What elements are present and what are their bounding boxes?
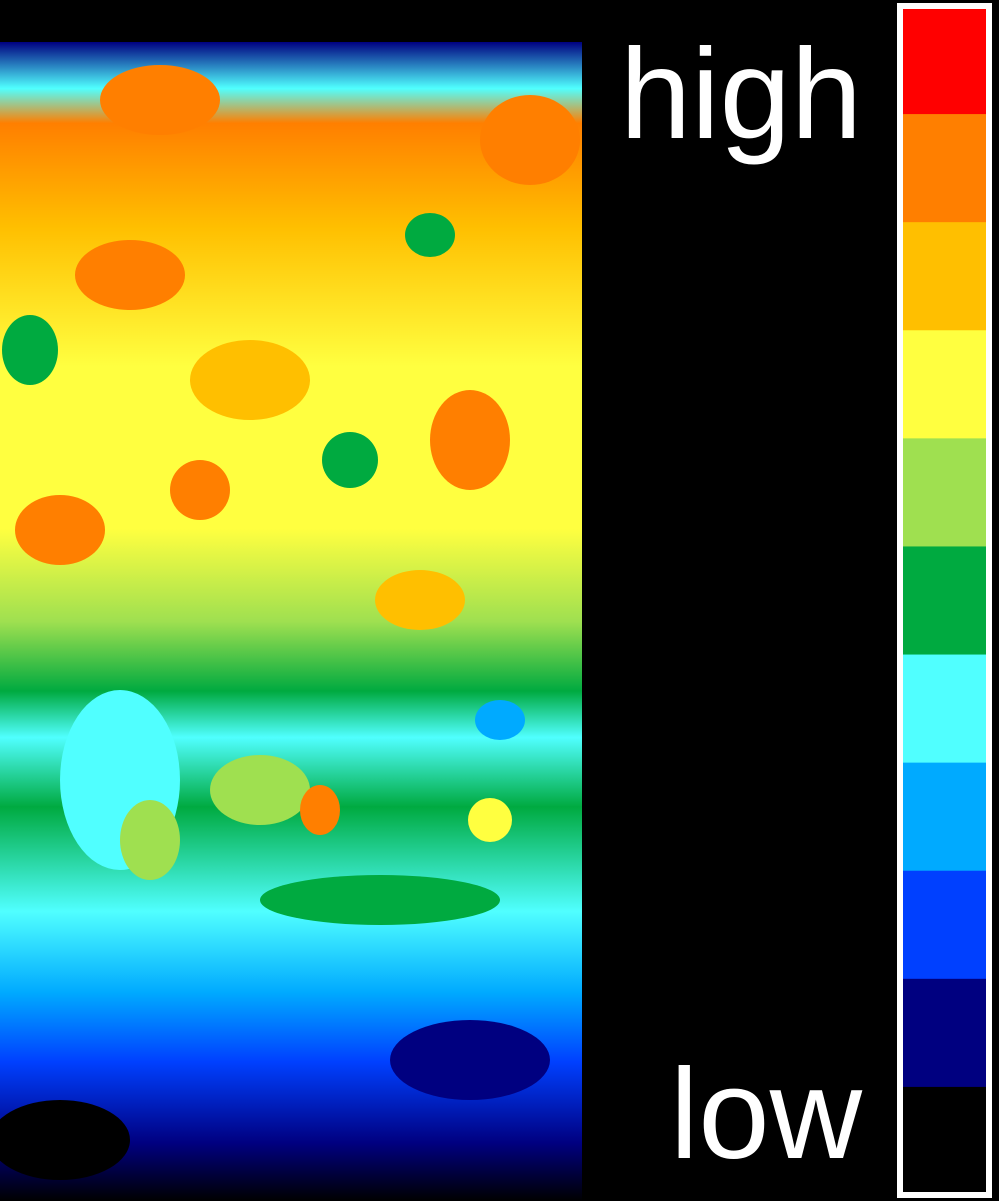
colorbar-frame (897, 3, 992, 1198)
low-label: low (670, 1043, 863, 1186)
heatmap-field (0, 42, 582, 1201)
colorbar-band (900, 222, 989, 331)
blob (405, 213, 455, 257)
blob (120, 800, 180, 880)
colorbar-band (900, 330, 989, 439)
blob (475, 700, 525, 740)
blob (390, 1020, 550, 1100)
blob (260, 875, 500, 925)
blob (430, 390, 510, 490)
blob (170, 460, 230, 520)
colorbar-band (900, 870, 989, 980)
colorbar-band (900, 762, 989, 872)
high-label: high (620, 23, 862, 166)
colorbar-band (900, 438, 989, 547)
blob (322, 432, 378, 488)
blob (375, 570, 465, 630)
blob (468, 798, 512, 842)
colorbar-band (900, 546, 989, 656)
blob (100, 65, 220, 135)
blob (480, 95, 580, 185)
blob (75, 240, 185, 310)
blob (0, 1100, 130, 1180)
blob (2, 315, 58, 385)
colorbar (900, 6, 989, 1196)
blob (210, 755, 310, 825)
blob (190, 340, 310, 420)
blob (15, 495, 105, 565)
colorbar-band (900, 654, 989, 764)
blob (300, 785, 340, 835)
colorbar-band (900, 1086, 989, 1196)
heatmap (0, 42, 582, 1201)
colorbar-band (900, 114, 989, 223)
colorbar-band (900, 6, 989, 115)
colorbar-band (900, 978, 989, 1088)
